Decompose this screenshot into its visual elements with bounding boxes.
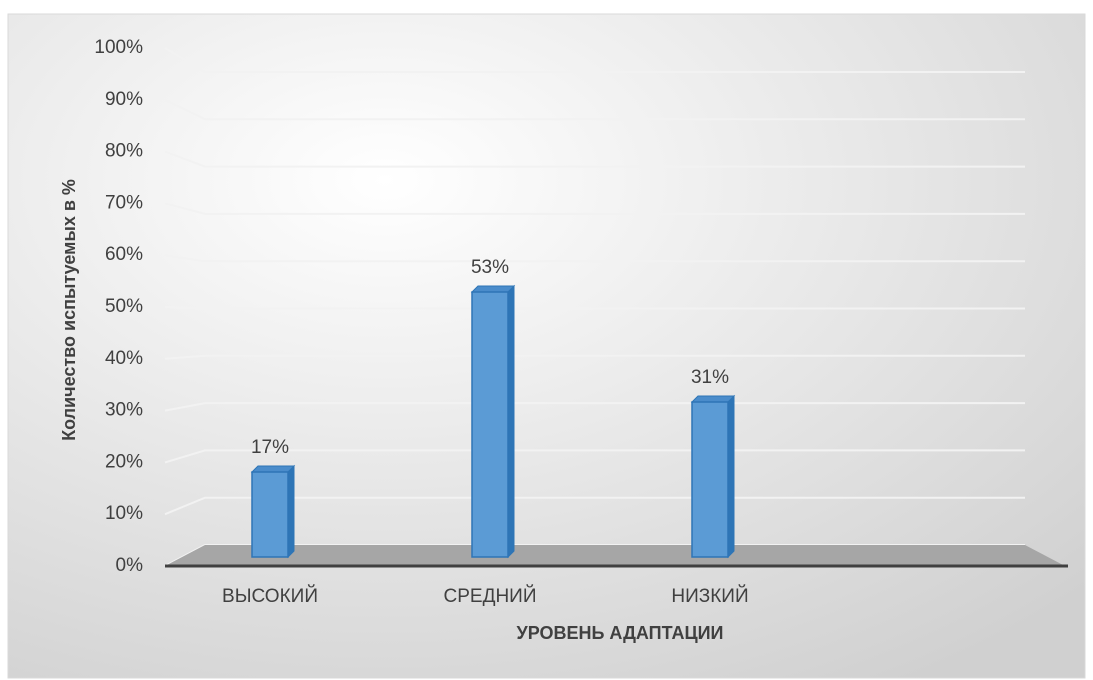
y-axis-title: Количество испытуемых в % [59,179,79,441]
bar [690,394,736,559]
grid-line [164,150,1025,168]
bar [470,284,516,559]
bar-front [691,401,729,558]
y-tick-label: 70% [105,192,143,213]
grid-line [164,98,1025,121]
y-tick-label: 10% [105,503,143,524]
x-tick-label: НИЗКИЙ [671,585,748,607]
grid-line [164,449,1025,464]
y-tick-label: 50% [105,296,143,317]
y-tick-label: 0% [116,555,144,576]
x-tick-label: ВЫСОКИЙ [222,585,318,607]
floor [165,545,1065,566]
grid-line [164,354,1025,360]
grid-line [164,254,1025,263]
grid-line [164,402,1025,412]
y-tick-label: 20% [105,451,143,472]
y-tick-label: 100% [94,37,143,58]
bar-front [471,291,509,558]
bar-top [250,465,296,473]
grid-line [164,202,1025,215]
bar-side [287,464,295,559]
y-tick-label: 60% [105,244,143,265]
y-tick-label: 80% [105,141,143,162]
y-tick-label: 30% [105,400,143,421]
bar [250,464,296,559]
data-label: 53% [471,257,509,278]
y-tick-label: 40% [105,348,143,369]
bar-side [507,284,515,559]
chart-area [7,13,1086,679]
bar-side [727,394,735,559]
data-label: 31% [691,367,729,388]
bar-top [690,395,736,403]
bar-front [251,471,289,558]
bar-top [470,285,516,293]
grid-line [164,306,1025,310]
grid-line [164,496,1025,516]
x-axis-title: УРОВЕНЬ АДАПТАЦИИ [517,623,724,643]
grid-line [164,47,1025,73]
y-tick-label: 90% [105,89,143,110]
data-label: 17% [251,437,289,458]
x-tick-label: СРЕДНИЙ [444,585,537,607]
